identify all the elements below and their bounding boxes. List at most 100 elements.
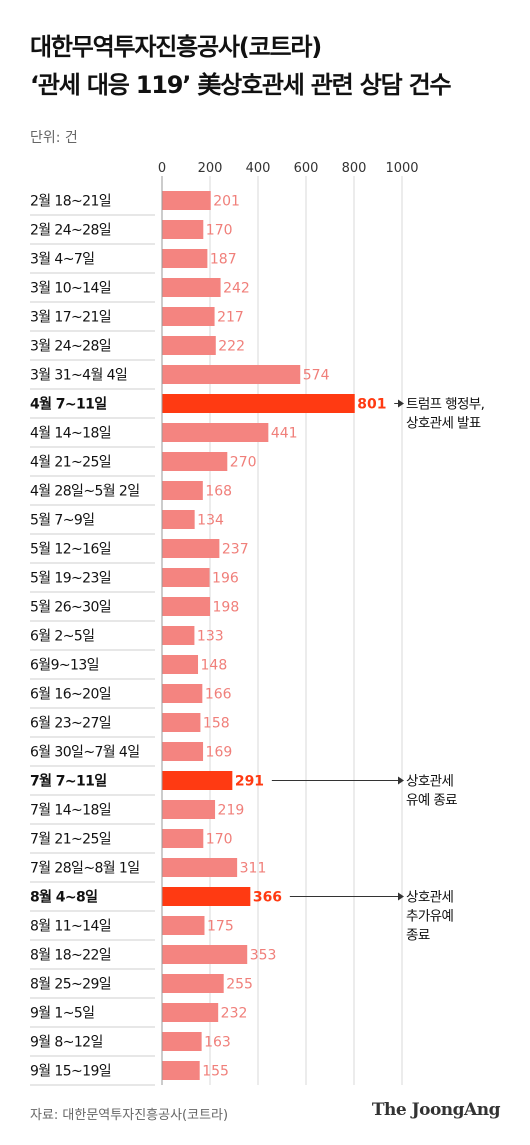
bar bbox=[162, 684, 203, 703]
x-tick-label: 600 bbox=[294, 161, 319, 176]
bar bbox=[162, 365, 301, 384]
bar bbox=[162, 220, 204, 239]
x-tick-label: 200 bbox=[198, 161, 223, 176]
bar bbox=[162, 858, 238, 877]
data-label: 134 bbox=[197, 513, 224, 529]
data-label: 187 bbox=[210, 252, 237, 268]
data-label: 166 bbox=[205, 687, 232, 703]
annotation-text: 종료 bbox=[406, 928, 430, 944]
data-label: 270 bbox=[230, 455, 257, 471]
annotation-text: 트럼프 행정부, bbox=[406, 397, 484, 413]
data-label: 170 bbox=[206, 223, 233, 239]
category-label: 7월 14~18일 bbox=[30, 803, 111, 819]
annotation-text: 상호관세 bbox=[406, 890, 453, 906]
data-label: 232 bbox=[221, 1006, 248, 1022]
data-label: 255 bbox=[226, 977, 253, 993]
category-label: 8월 4~8일 bbox=[30, 889, 97, 906]
unit-label: 단위: 건 bbox=[30, 130, 78, 146]
bar bbox=[162, 742, 204, 761]
bar bbox=[162, 945, 248, 964]
category-label: 3월 4~7일 bbox=[30, 252, 94, 268]
bar bbox=[162, 916, 205, 935]
data-label: 168 bbox=[205, 484, 232, 500]
bar bbox=[162, 336, 216, 355]
data-label: 574 bbox=[303, 368, 330, 384]
category-label: 8월 18~22일 bbox=[30, 948, 111, 964]
bar bbox=[162, 597, 211, 616]
brand-logo: The JoongAng bbox=[371, 1100, 501, 1120]
category-label: 5월 7~9일 bbox=[30, 513, 94, 529]
category-label: 3월 17~21일 bbox=[30, 310, 111, 326]
data-label: 217 bbox=[217, 310, 244, 326]
category-label: 8월 11~14일 bbox=[30, 919, 111, 935]
category-label: 5월 19~23일 bbox=[30, 571, 111, 587]
data-label: 219 bbox=[218, 803, 245, 819]
data-label: 196 bbox=[212, 571, 239, 587]
data-label: 155 bbox=[202, 1064, 229, 1080]
annotation-text: 상호관세 발표 bbox=[406, 416, 481, 432]
data-label: 353 bbox=[250, 948, 277, 964]
category-label: 5월 12~16일 bbox=[30, 542, 111, 558]
bar bbox=[162, 307, 215, 326]
data-label: 441 bbox=[271, 426, 298, 442]
annotation-arrowhead bbox=[398, 399, 404, 408]
bar bbox=[162, 510, 195, 529]
bar bbox=[162, 1032, 202, 1051]
data-label: 366 bbox=[253, 890, 282, 906]
bar bbox=[162, 191, 211, 210]
annotation-arrowhead bbox=[398, 892, 404, 901]
category-label: 8월 25~29일 bbox=[30, 977, 111, 993]
category-label: 6월9~13일 bbox=[30, 658, 99, 674]
bar bbox=[162, 568, 210, 587]
data-label: 170 bbox=[206, 832, 233, 848]
title-line-1: 대한무역투자진흥공사(코트라) bbox=[30, 33, 322, 61]
bar bbox=[162, 481, 203, 500]
bar bbox=[162, 423, 269, 442]
x-tick-label: 400 bbox=[246, 161, 271, 176]
x-tick-label: 0 bbox=[158, 161, 166, 176]
data-label: 242 bbox=[223, 281, 250, 297]
data-label: 237 bbox=[222, 542, 249, 558]
bar bbox=[162, 800, 216, 819]
chart-title: 대한무역투자진흥공사(코트라) ‘관세 대응 119’ 美상호관세 관련 상담 … bbox=[30, 28, 452, 104]
data-label: 801 bbox=[357, 397, 386, 413]
annotation-arrowhead bbox=[398, 776, 404, 785]
category-label: 6월 23~27일 bbox=[30, 716, 111, 732]
x-tick-label: 1000 bbox=[385, 161, 418, 176]
data-label: 198 bbox=[213, 600, 240, 616]
data-label: 175 bbox=[207, 919, 234, 935]
category-label: 3월 31~4월 4일 bbox=[30, 368, 127, 384]
source-note: 자료: 대한문역투자진흥공사(코트라) bbox=[30, 1108, 229, 1123]
bar bbox=[162, 713, 201, 732]
category-label: 4월 21~25일 bbox=[30, 455, 111, 471]
annotation-text: 상호관세 bbox=[406, 774, 453, 790]
bar bbox=[162, 278, 221, 297]
category-label: 4월 28일~5월 2일 bbox=[30, 484, 140, 500]
annotation-text: 유예 종료 bbox=[406, 793, 457, 809]
category-label: 2월 24~28일 bbox=[30, 223, 111, 239]
bar bbox=[162, 452, 228, 471]
bar bbox=[162, 249, 208, 268]
category-label: 4월 14~18일 bbox=[30, 426, 111, 442]
bar bbox=[162, 626, 195, 645]
bar bbox=[162, 887, 251, 906]
category-label: 3월 10~14일 bbox=[30, 281, 111, 297]
bar bbox=[162, 829, 204, 848]
category-label: 9월 8~12일 bbox=[30, 1035, 103, 1051]
category-label: 7월 7~11일 bbox=[30, 773, 107, 790]
category-label: 7월 21~25일 bbox=[30, 832, 111, 848]
data-label: 148 bbox=[201, 658, 228, 674]
data-label: 311 bbox=[240, 861, 267, 877]
bar bbox=[162, 1003, 219, 1022]
category-label: 9월 15~19일 bbox=[30, 1064, 111, 1080]
data-label: 158 bbox=[203, 716, 230, 732]
bar bbox=[162, 771, 233, 790]
category-label: 9월 1~5일 bbox=[30, 1006, 94, 1022]
data-label: 291 bbox=[235, 774, 264, 790]
annotation-text: 추가유예 bbox=[406, 909, 453, 925]
data-label: 133 bbox=[197, 629, 224, 645]
category-label: 6월 16~20일 bbox=[30, 687, 111, 703]
category-label: 2월 18~21일 bbox=[30, 194, 111, 210]
bar bbox=[162, 1061, 200, 1080]
